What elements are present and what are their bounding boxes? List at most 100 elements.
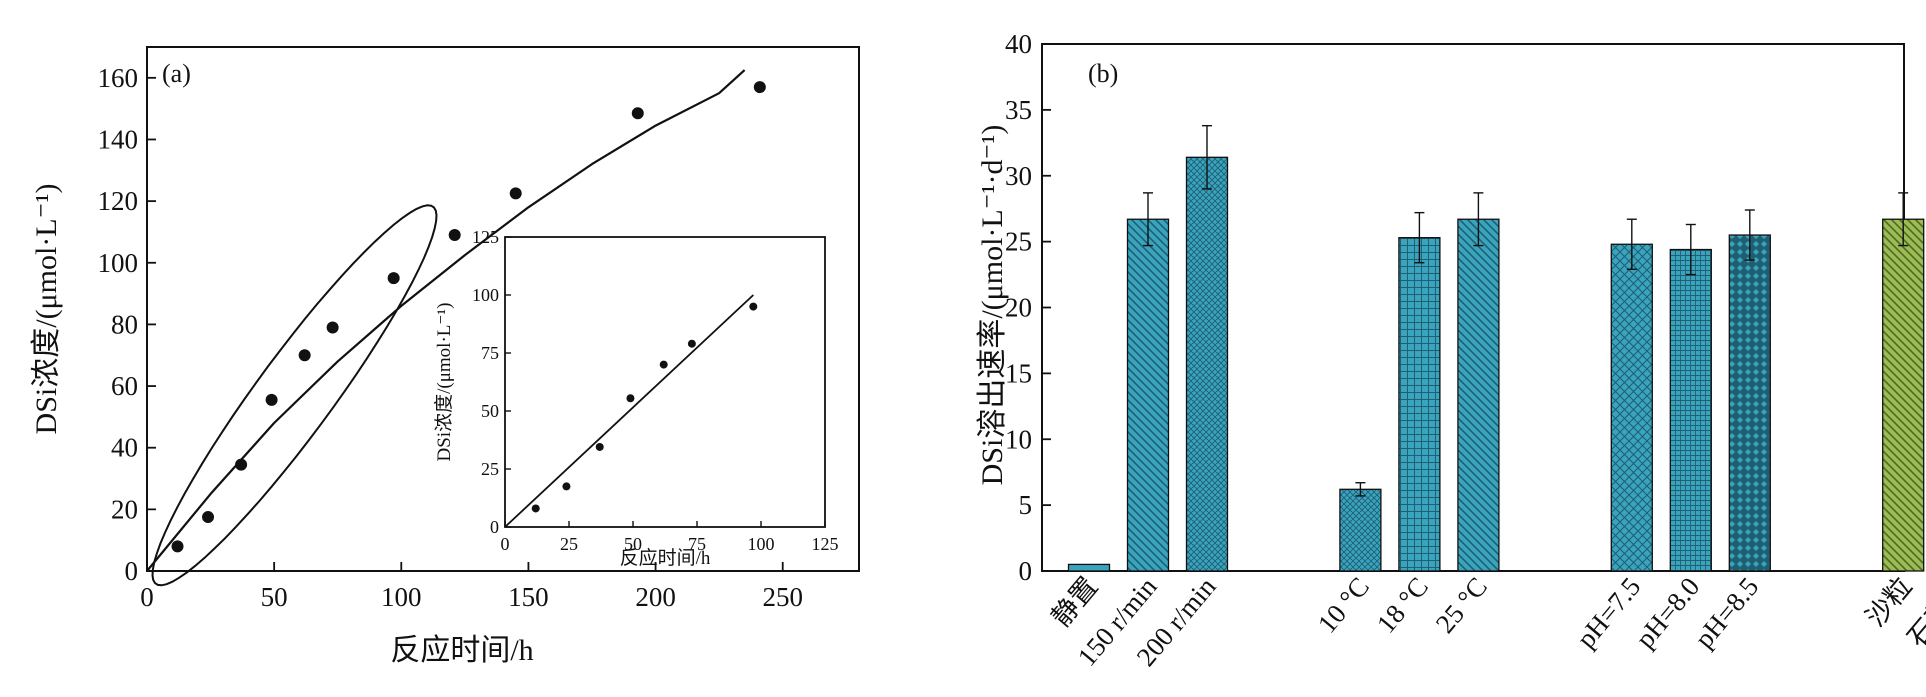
inset-point xyxy=(562,482,571,491)
inset-y-tick-label: 50 xyxy=(481,401,499,421)
plot-a-point xyxy=(202,511,215,524)
plot-a-x-tick-label: 150 xyxy=(508,582,549,612)
inset-point xyxy=(687,339,696,348)
plot-b-category-label: pH=8.0 xyxy=(1630,572,1706,654)
plot-a-ylabel: DSi浓度/(μmol·L⁻¹) xyxy=(30,184,63,435)
inset-point xyxy=(749,302,758,311)
plot-b-error-bars xyxy=(1143,124,1909,497)
plot-a-point xyxy=(298,349,311,362)
plot-b-category-label: pH=7.5 xyxy=(1571,572,1647,654)
plot-a-y-tick-label: 20 xyxy=(111,494,138,524)
inset-y-tick-label: 125 xyxy=(472,227,499,247)
plot-a-fit-curve xyxy=(146,69,746,572)
plot-b-bar xyxy=(1398,237,1441,572)
plot-b-ylabel: DSi溶出速率/(μmol·L⁻¹·d⁻¹) xyxy=(976,125,1009,486)
plot-a-point xyxy=(509,187,522,200)
inset-point xyxy=(531,504,540,513)
plot-a-y-tick-label: 60 xyxy=(111,371,138,401)
plot-a-inset: 0 25 50 75 100 125 0 25 50 75 100 125 反应时间/h DSi浓度… xyxy=(433,227,839,569)
plot-a-x-tick-label: 100 xyxy=(381,582,422,612)
inset-point xyxy=(626,394,635,403)
plot-b-bar xyxy=(1882,218,1925,572)
plot-a-y-axis: 0 20 40 60 80 100 120 140 160 xyxy=(98,63,156,586)
plot-a-y-tick-label: 160 xyxy=(98,63,139,93)
plot-a-point xyxy=(326,321,339,334)
plot-a-xlabel: 反应时间/h xyxy=(390,634,533,667)
plot-b-y-axis: 0 5 10 15 20 25 30 35 40 xyxy=(1005,29,1051,586)
inset-xlabel: 反应时间/h xyxy=(620,547,711,569)
inset-y-tick-label: 75 xyxy=(481,343,499,363)
plot-a-point xyxy=(235,458,248,471)
inset-fit-line xyxy=(504,294,754,528)
inset-x-tick-label: 125 xyxy=(812,534,839,554)
plot-a-x-axis: 0 50 100 150 200 250 xyxy=(140,562,803,612)
plot-a-x-tick-label: 200 xyxy=(635,582,676,612)
plot-a-ellipse xyxy=(151,204,438,587)
plot-a-panel-label: (a) xyxy=(162,59,191,88)
plot-b-y-tick-label: 30 xyxy=(1005,161,1032,191)
plot-a-x-tick-label: 0 xyxy=(140,582,154,612)
plot-a-y-tick-label: 100 xyxy=(98,248,139,278)
plot-a-point xyxy=(171,540,184,553)
inset-x-tick-label: 75 xyxy=(688,534,706,554)
plot-a-point xyxy=(387,272,400,285)
inset-point xyxy=(659,360,668,369)
plot-b-y-tick-label: 40 xyxy=(1005,29,1032,59)
plot-b-category-label: 沙粒 xyxy=(1860,572,1918,633)
plot-b-bars xyxy=(1067,156,1925,572)
plot-b-category-label: 静置 xyxy=(1046,572,1104,633)
plot-b-bar xyxy=(1339,488,1382,572)
plot-b-bar xyxy=(1185,156,1229,572)
plot-b-category-label: pH=8.5 xyxy=(1689,572,1765,654)
plot-b-category-label: 25 °C xyxy=(1430,572,1493,639)
plot-a-point xyxy=(265,393,278,406)
plot-b-panel-label: (b) xyxy=(1088,59,1118,88)
plot-b-y-tick-label: 0 xyxy=(1019,556,1033,586)
plot-a-point xyxy=(448,229,461,242)
plot-a-y-tick-label: 80 xyxy=(111,309,138,339)
inset-fit-line-path xyxy=(504,294,754,528)
plot-a-points xyxy=(171,81,766,553)
inset-x-tick-label: 25 xyxy=(560,534,578,554)
inset-x-axis: 0 25 50 75 100 125 xyxy=(501,521,839,554)
plot-a-point xyxy=(753,81,766,94)
inset-x-tick-label: 100 xyxy=(748,534,775,554)
plot-a-x-tick-label: 250 xyxy=(762,582,803,612)
plot-b-bar xyxy=(1126,218,1170,572)
plot-b-bar xyxy=(1610,243,1653,572)
plot-b-bar xyxy=(1669,248,1712,572)
plot-a-ellipse-annotation xyxy=(151,204,438,587)
inset-y-tick-label: 0 xyxy=(490,517,499,537)
plot-b-bar xyxy=(1728,234,1771,572)
inset-ylabel: DSi浓度/(μmol·L⁻¹) xyxy=(433,303,455,462)
plot-b-bar xyxy=(1067,563,1111,572)
plot-b-y-tick-label: 15 xyxy=(1005,358,1032,388)
plot-a-y-tick-label: 40 xyxy=(111,433,138,463)
inset-x-tick-label: 50 xyxy=(624,534,642,554)
inset-point xyxy=(595,442,604,451)
inset-points xyxy=(531,302,758,513)
plot-a-frame xyxy=(146,46,860,572)
plot-a-fit-curve-path xyxy=(146,69,746,572)
inset-y-axis: 0 25 50 75 100 125 xyxy=(472,227,511,537)
plot-b-category-label: 10 °C xyxy=(1312,572,1375,639)
plot-a-y-tick-label: 0 xyxy=(125,556,139,586)
inset-x-tick-label: 0 xyxy=(501,534,510,554)
plot-b-category-label: 18 °C xyxy=(1371,572,1434,639)
inset-y-tick-label: 100 xyxy=(472,285,499,305)
plot-a-point xyxy=(631,107,644,120)
plot-b-y-tick-label: 5 xyxy=(1019,490,1033,520)
inset-frame xyxy=(504,236,826,528)
plot-a-x-tick-label: 50 xyxy=(261,582,288,612)
inset-y-tick-label: 25 xyxy=(481,459,499,479)
plot-b-bar xyxy=(1457,218,1500,572)
plot-b-y-tick-label: 20 xyxy=(1005,293,1032,323)
plot-a-y-tick-label: 120 xyxy=(98,186,139,216)
plot-b-y-tick-label: 10 xyxy=(1005,424,1032,454)
plot-b-y-tick-label: 25 xyxy=(1005,227,1032,257)
plot-b-y-tick-label: 35 xyxy=(1005,95,1032,125)
